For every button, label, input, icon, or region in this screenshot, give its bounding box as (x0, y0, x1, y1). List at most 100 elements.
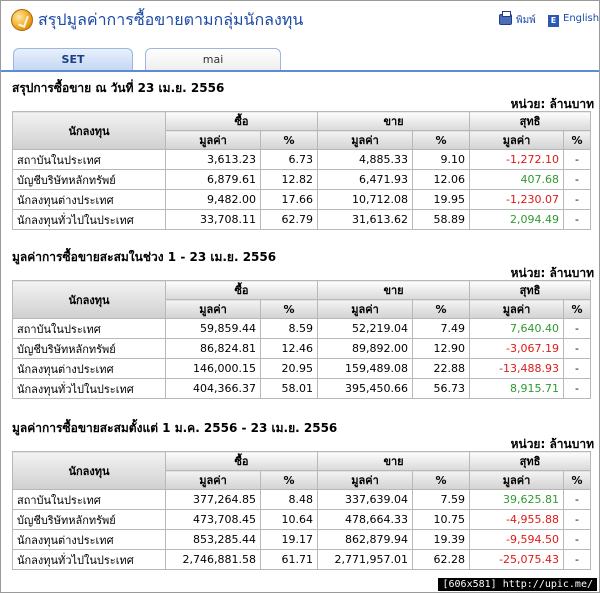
table-row: นักลงทุนทั่วไปในประเทศ 404,366.37 58.01 395… (12, 378, 592, 399)
sell-value-cell: 31,613.62 (317, 209, 414, 230)
table-row: บัญชีบริษัทหลักทรัพย์ 86,824.81 12.46 89,89… (12, 338, 592, 359)
table-row: นักลงทุนทั่วไปในประเทศ 2,746,881.58 61.71 2… (12, 549, 592, 570)
print-label: พิมพ์ (516, 15, 536, 26)
table-row: สถาบันในประเทศ 59,859.44 8.59 52,219.04 7.49… (12, 318, 592, 339)
investor-name-cell: นักลงทุนทั่วไปในประเทศ (12, 378, 166, 399)
buy-value-cell: 33,708.11 (165, 209, 261, 230)
buy-percent-cell: 17.66 (259, 189, 319, 210)
buy-value-cell: 853,285.44 (165, 529, 261, 550)
print-link[interactable]: พิมพ์ (499, 11, 536, 28)
investor-name-cell: นักลงทุนทั่วไปในประเทศ (12, 209, 166, 230)
tab-mai[interactable]: mai (145, 48, 281, 70)
buy-value-cell: 86,824.81 (165, 338, 261, 359)
buy-value-cell: 146,000.15 (165, 358, 261, 379)
coin-icon (11, 9, 33, 31)
header-sell: ขาย (317, 451, 471, 471)
buy-value-cell: 3,613.23 (165, 149, 261, 170)
net-value-cell: -13,488.93 (469, 358, 565, 379)
net-value-cell: 39,625.81 (469, 489, 565, 510)
sell-percent-cell: 12.90 (412, 338, 471, 359)
sell-value-cell: 478,664.33 (317, 509, 414, 530)
investor-table: นักลงทุน ซื้อ ขาย สุทธิ มูลค่า % มูลค่า … (12, 111, 592, 230)
sell-percent-cell: 12.06 (412, 169, 471, 190)
header-sell-percent: % (412, 299, 471, 319)
net-percent-cell: - (563, 189, 592, 210)
tab-set[interactable]: SET (13, 48, 133, 70)
header-investor: นักลงทุน (12, 451, 166, 490)
english-e-icon: E (548, 15, 559, 27)
header-sell-percent: % (412, 470, 471, 490)
net-value-cell: -9,594.50 (469, 529, 565, 550)
watermark: [606x581] http://upic.me/ (438, 578, 597, 591)
sell-percent-cell: 19.95 (412, 189, 471, 210)
investor-name-cell: สถาบันในประเทศ (12, 318, 166, 339)
printer-icon (499, 11, 512, 25)
buy-value-cell: 9,482.00 (165, 189, 261, 210)
net-percent-cell: - (563, 378, 592, 399)
table-row: บัญชีบริษัทหลักทรัพย์ 6,879.61 12.82 6,471.… (12, 169, 592, 190)
header-net-percent: % (563, 470, 592, 490)
net-percent-cell: - (563, 169, 592, 190)
investor-name-cell: นักลงทุนต่างประเทศ (12, 358, 166, 379)
sell-value-cell: 89,892.00 (317, 338, 414, 359)
header-sell: ขาย (317, 111, 471, 131)
net-value-cell: -4,955.88 (469, 509, 565, 530)
section-title: มูลค่าการซื้อขายสะสมตั้งแต่ 1 ม.ค. 2556 … (12, 421, 338, 435)
buy-percent-cell: 6.73 (259, 149, 319, 170)
buy-percent-cell: 12.46 (259, 338, 319, 359)
header-net: สุทธิ (469, 451, 592, 471)
table-row: บัญชีบริษัทหลักทรัพย์ 473,708.45 10.64 478,… (12, 509, 592, 530)
header-sell: ขาย (317, 280, 471, 300)
sell-percent-cell: 62.28 (412, 549, 471, 570)
sell-percent-cell: 10.75 (412, 509, 471, 530)
header-net-value: มูลค่า (469, 470, 565, 490)
buy-value-cell: 6,879.61 (165, 169, 261, 190)
net-percent-cell: - (563, 489, 592, 510)
sell-value-cell: 4,885.33 (317, 149, 414, 170)
table-row: นักลงทุนต่างประเทศ 9,482.00 17.66 10,712.08… (12, 189, 592, 210)
section-title: มูลค่าการซื้อขายสะสมในช่วง 1 - 23 เม.ย. … (12, 250, 277, 264)
sell-value-cell: 6,471.93 (317, 169, 414, 190)
header-net: สุทธิ (469, 280, 592, 300)
header-buy-percent: % (259, 299, 319, 319)
header-buy: ซื้อ (164, 280, 319, 300)
sell-value-cell: 10,712.08 (317, 189, 414, 210)
english-link[interactable]: E English (548, 13, 599, 27)
header-buy-percent: % (259, 130, 319, 150)
sell-value-cell: 159,489.08 (317, 358, 414, 379)
buy-percent-cell: 8.48 (259, 489, 319, 510)
investor-name-cell: สถาบันในประเทศ (12, 489, 166, 510)
table-row: สถาบันในประเทศ 377,264.85 8.48 337,639.04 7.… (12, 489, 592, 510)
sell-percent-cell: 7.49 (412, 318, 471, 339)
header-buy: ซื้อ (164, 111, 319, 131)
net-value-cell: 407.68 (469, 169, 565, 190)
table-row: นักลงทุนต่างประเทศ 853,285.44 19.17 862,879… (12, 529, 592, 550)
net-value-cell: -1,272.10 (469, 149, 565, 170)
net-value-cell: 8,915.71 (469, 378, 565, 399)
investor-name-cell: นักลงทุนต่างประเทศ (12, 189, 166, 210)
buy-percent-cell: 12.82 (259, 169, 319, 190)
header-buy-value: มูลค่า (165, 470, 261, 490)
header-net-value: มูลค่า (469, 299, 565, 319)
header-buy-value: มูลค่า (165, 130, 261, 150)
sell-percent-cell: 56.73 (412, 378, 471, 399)
english-label: English (563, 13, 600, 24)
sell-percent-cell: 7.59 (412, 489, 471, 510)
buy-value-cell: 2,746,881.58 (165, 549, 261, 570)
net-percent-cell: - (563, 358, 592, 379)
sell-value-cell: 862,879.94 (317, 529, 414, 550)
investor-table: นักลงทุน ซื้อ ขาย สุทธิ มูลค่า % มูลค่า … (12, 451, 592, 570)
sell-percent-cell: 58.89 (412, 209, 471, 230)
investor-name-cell: นักลงทุนทั่วไปในประเทศ (12, 549, 166, 570)
net-percent-cell: - (563, 549, 592, 570)
buy-value-cell: 377,264.85 (165, 489, 261, 510)
buy-value-cell: 59,859.44 (165, 318, 261, 339)
net-percent-cell: - (563, 318, 592, 339)
header-investor: นักลงทุน (12, 111, 166, 150)
table-row: นักลงทุนทั่วไปในประเทศ 33,708.11 62.79 31,6… (12, 209, 592, 230)
buy-percent-cell: 61.71 (259, 549, 319, 570)
buy-percent-cell: 19.17 (259, 529, 319, 550)
header-sell-value: มูลค่า (317, 299, 414, 319)
net-percent-cell: - (563, 529, 592, 550)
sell-value-cell: 2,771,957.01 (317, 549, 414, 570)
